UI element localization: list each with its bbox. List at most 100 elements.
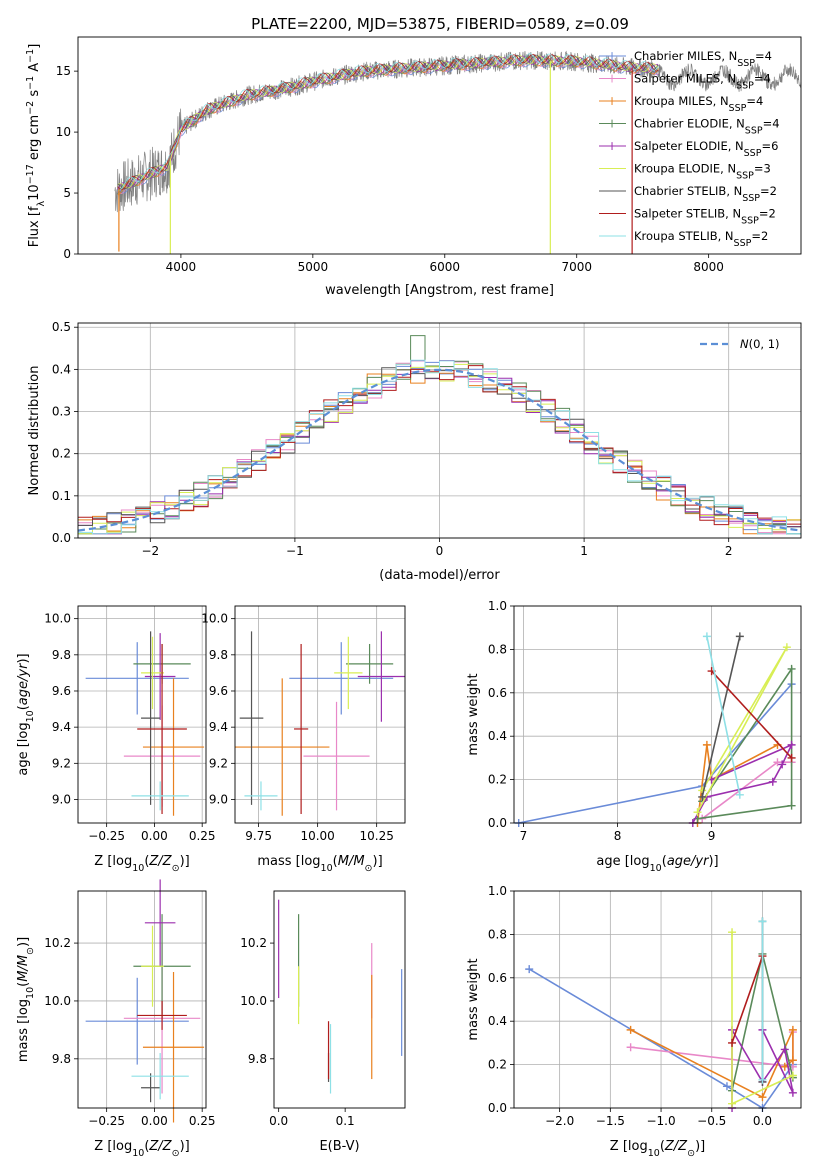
x-tick-label: −1	[286, 544, 304, 558]
y-tick-label: 0.1	[52, 489, 71, 503]
x-tick-label: 6000	[430, 260, 461, 274]
y-tick-label: 1.0	[488, 599, 507, 613]
weight-marker	[787, 664, 796, 673]
spectrum-model-line	[117, 56, 659, 195]
weight-marker	[698, 792, 707, 801]
weight-marker	[758, 1093, 767, 1102]
x-tick-label: 9	[708, 829, 716, 843]
y-tick-label: 15	[56, 64, 71, 78]
legend-entry: Kroupa ELODIE, NSSP=3	[634, 162, 771, 182]
legend-marker: +	[607, 139, 617, 153]
mass_vs_ebv-x-label: E(B-V)	[319, 1139, 359, 1154]
y-tick-label: 10.0	[44, 612, 71, 626]
y-tick-label: 0.0	[488, 1101, 507, 1115]
x-tick-label: 10.00	[300, 829, 334, 843]
y-tick-label: 10.0	[44, 994, 71, 1008]
y-tick-label: 0.6	[488, 686, 507, 700]
x-tick-label: 7	[520, 829, 528, 843]
y-tick-label: 0	[63, 247, 71, 261]
y-tick-label: 9.4	[52, 720, 71, 734]
weight-marker	[735, 790, 744, 799]
residuals-x-label: (data-model)/error	[379, 568, 500, 583]
y-tick-label: 0.0	[52, 531, 71, 545]
y-tick-label: 9.8	[248, 1052, 267, 1066]
weight-marker	[626, 1025, 635, 1034]
spectrum-model-line	[117, 55, 659, 189]
y-tick-label: 0.2	[488, 773, 507, 787]
y-tick-label: 0.4	[488, 729, 507, 743]
legend-marker: +	[607, 94, 617, 108]
weight-marker	[788, 1071, 797, 1080]
y-tick-label: 0.8	[488, 642, 507, 656]
weight-line	[711, 670, 793, 759]
x-tick-label: 8	[614, 829, 622, 843]
y-tick-label: 10.2	[240, 936, 267, 950]
weight-marker	[758, 917, 767, 926]
weight-marker	[788, 1056, 797, 1065]
weight-line	[692, 743, 794, 824]
y-tick-label: 9.8	[209, 648, 228, 662]
weight-marker	[722, 1082, 731, 1091]
weight-marker	[728, 1038, 737, 1047]
weight-marker	[787, 801, 796, 810]
axes-frame	[234, 605, 406, 824]
x-tick-label: 9.75	[245, 829, 272, 843]
age_vs_mass-x-label: mass [log10(M/M⊙)]	[257, 854, 382, 874]
weight-marker	[525, 965, 534, 974]
x-tick-label: 2	[725, 544, 733, 558]
x-tick-label: 8000	[693, 260, 724, 274]
weight-marker	[782, 643, 791, 652]
legend-entry: Kroupa STELIB, NSSP=2	[634, 229, 768, 249]
spectrum-x-label: wavelength [Angstrom, rest frame]	[325, 283, 554, 298]
y-tick-label: 10.0	[240, 994, 267, 1008]
legend-entry: Chabrier STELIB, NSSP=2	[634, 184, 777, 204]
axes-frame	[273, 890, 406, 1109]
spectrum-legend: + Chabrier MILES, NSSP=4 + Salpeter MILES, …	[599, 49, 780, 249]
weight-marker	[758, 1075, 767, 1084]
legend-entry: Salpeter ELODIE, NSSP=6	[634, 139, 778, 159]
y-tick-label: 0.4	[488, 1014, 507, 1028]
y-tick-label: 10	[56, 125, 71, 139]
x-tick-label: 0.0	[269, 1114, 288, 1128]
mass_vs_Z-y-label: mass [log10(M/M⊙)]	[16, 937, 36, 1062]
axes-frame	[77, 605, 207, 824]
x-tick-label: −0.25	[88, 1114, 125, 1128]
weight_vs_age-panel: 7 8 9 0.0 0.2 0.4 0.6 0.8 1.0 age [log10(age/yr)]…	[466, 599, 802, 874]
mass_vs_Z-panel: −0.25 0.00 0.25 9.8 10.0 10.2 Z [log10(Z/Z⊙)] m…	[16, 879, 216, 1159]
y-tick-label: 9.2	[52, 756, 71, 770]
residual-histogram	[78, 359, 801, 535]
y-tick-label: 10.2	[44, 936, 71, 950]
legend-entry: Chabrier MILES, NSSP=4	[634, 49, 772, 69]
y-tick-label: 0.8	[488, 927, 507, 941]
y-tick-label: 9.6	[209, 684, 228, 698]
spectrum-model-line	[117, 53, 659, 191]
weight-marker	[780, 1045, 789, 1054]
legend-entry: Salpeter MILES, NSSP=4	[634, 72, 771, 92]
spectrum-y-label: Flux [fλ10−17 erg cm−2 s−1 A−1]	[25, 44, 47, 248]
x-tick-label: −0.5	[697, 1114, 726, 1128]
weight-line	[697, 666, 793, 820]
weight-marker	[773, 758, 782, 767]
y-tick-label: 9.8	[52, 1052, 71, 1066]
y-tick-label: 0.2	[488, 1058, 507, 1072]
mass_vs_ebv-panel: 0.0 0.1 9.8 10.0 10.2 E(B-V)	[240, 890, 406, 1154]
weight-marker	[787, 740, 796, 749]
x-tick-label: 10.25	[359, 829, 393, 843]
residuals-legend: N(0, 1)	[700, 337, 780, 351]
x-tick-label: −1.0	[646, 1114, 675, 1128]
x-tick-label: 1	[580, 544, 588, 558]
weight_vs_Z-y-label: mass weight	[466, 958, 481, 1040]
x-tick-label: 0.0	[753, 1114, 772, 1128]
y-tick-label: 0.6	[488, 971, 507, 985]
axes-frame	[513, 890, 802, 1109]
weight_vs_Z-panel: −2.0 −1.5 −1.0 −0.5 0.0 0.0 0.2 0.4 0.6 0.8 1.0 Z […	[466, 884, 802, 1159]
age_vs_Z-panel: −0.25 0.00 0.25 9.0 9.2 9.4 9.6 9.8 10.0 Z [log10…	[16, 605, 216, 874]
weight_vs_Z-x-label: Z [log10(Z/Z⊙)]	[610, 1139, 705, 1159]
x-tick-label: 7000	[561, 260, 592, 274]
x-tick-label: 0.00	[141, 829, 168, 843]
x-tick-label: 0.25	[189, 1114, 216, 1128]
axes-frame	[513, 605, 802, 824]
weight-marker	[702, 740, 711, 749]
age_vs_Z-x-label: Z [log10(Z/Z⊙)]	[94, 854, 189, 874]
